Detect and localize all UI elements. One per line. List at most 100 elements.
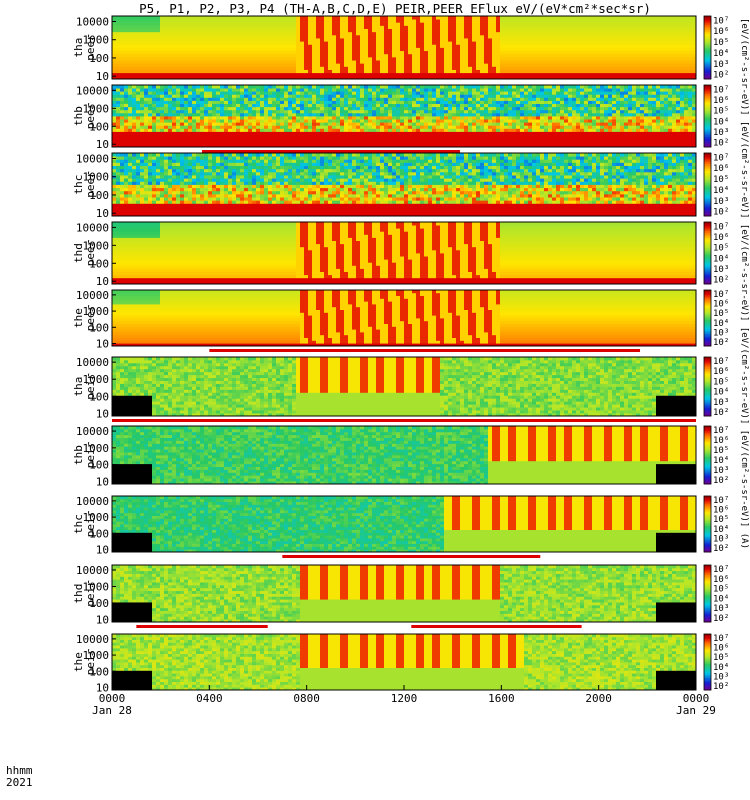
heat-cell: [500, 137, 505, 142]
heat-cell: [324, 128, 329, 132]
heat-cell: [420, 100, 425, 104]
heat-cell: [520, 19, 525, 23]
heat-cell: [396, 69, 401, 74]
heat-cell: [128, 134, 133, 139]
heat-cell: [128, 106, 133, 111]
heat-cell: [120, 47, 125, 52]
heat-cell: [268, 72, 273, 77]
heat-cell: [508, 44, 513, 48]
heat-cell: [272, 25, 277, 29]
heat-cell: [500, 38, 505, 42]
heat-cell: [448, 44, 453, 48]
heat-cell: [508, 50, 513, 55]
heat-cell: [164, 25, 169, 29]
heat-cell: [364, 106, 369, 111]
heat-cell: [516, 63, 521, 67]
heat-cell: [220, 56, 225, 61]
heat-cell: [680, 41, 685, 45]
heat-cell: [116, 53, 121, 58]
heat-cell: [520, 56, 525, 61]
heat-cell: [448, 112, 453, 117]
heat-cell: [264, 103, 269, 108]
heat-cell: [560, 28, 565, 33]
heat-cell: [584, 34, 589, 39]
heat-cell: [144, 116, 149, 120]
heat-cell: [600, 41, 605, 45]
heat-cell: [592, 69, 597, 74]
heat-cell: [212, 69, 217, 74]
heat-cell: [484, 106, 489, 111]
heat-cell: [312, 88, 317, 92]
heat-cell: [188, 22, 193, 26]
heat-cell: [140, 143, 145, 148]
heat-cell: [316, 85, 321, 89]
heat-cell: [396, 38, 401, 42]
heat-cell: [196, 34, 201, 39]
heat-cell: [536, 19, 541, 23]
heat-cell: [244, 88, 249, 92]
heat-cell: [476, 137, 481, 142]
heat-cell: [200, 50, 205, 55]
heat-cell: [416, 75, 421, 80]
heat-cell: [300, 34, 305, 39]
heat-cell: [220, 38, 225, 42]
heat-cell: [460, 53, 465, 58]
heat-cell: [664, 34, 669, 39]
heat-cell: [464, 44, 469, 48]
heat-cell: [272, 19, 277, 23]
heat-cell: [124, 91, 129, 95]
heat-cell: [148, 19, 153, 23]
heat-cell: [140, 53, 145, 58]
heat-cell: [268, 28, 273, 33]
heat-cell: [152, 100, 157, 104]
heat-cell: [364, 16, 369, 20]
heat-cell: [444, 53, 449, 58]
heat-cell: [484, 50, 489, 55]
heat-cell: [228, 16, 233, 20]
heat-cell: [120, 116, 125, 120]
heat-cell: [224, 38, 229, 42]
heat-cell: [148, 41, 153, 45]
heat-cell: [652, 19, 657, 23]
heat-cell: [280, 41, 285, 45]
heat-cell: [120, 91, 125, 95]
heat-cell: [672, 53, 677, 58]
heat-cell: [340, 119, 345, 123]
heat-cell: [492, 34, 497, 39]
heat-cell: [508, 19, 513, 23]
heat-cell: [156, 16, 161, 20]
heat-cell: [644, 44, 649, 48]
heat-cell: [212, 16, 217, 20]
heat-cell: [284, 137, 289, 142]
heat-cell: [264, 75, 269, 80]
heat-cell: [172, 112, 177, 117]
heat-cell: [440, 19, 445, 23]
heat-cell: [412, 100, 417, 104]
heat-cell: [128, 119, 133, 123]
heat-cell: [396, 63, 401, 67]
heat-cell: [400, 97, 405, 101]
heat-cell: [684, 63, 689, 67]
heat-cell: [444, 119, 449, 123]
heat-cell: [156, 31, 161, 36]
heat-cell: [196, 22, 201, 26]
heat-cell: [168, 134, 173, 139]
heat-cell: [128, 69, 133, 74]
heat-cell: [468, 60, 473, 64]
heat-cell: [576, 25, 581, 29]
heat-cell: [116, 41, 121, 45]
heat-cell: [392, 91, 397, 95]
heat-cell: [432, 143, 437, 148]
heat-cell: [300, 112, 305, 117]
heat-cell: [368, 25, 373, 29]
heat-cell: [420, 97, 425, 101]
heat-cell: [612, 16, 617, 20]
heat-cell: [452, 116, 457, 120]
heat-cell: [376, 97, 381, 101]
heat-cell: [596, 19, 601, 23]
heat-cell: [664, 75, 669, 80]
heat-cell: [344, 63, 349, 67]
heat-cell: [372, 140, 377, 145]
heat-cell: [488, 143, 493, 148]
heat-cell: [236, 112, 241, 117]
